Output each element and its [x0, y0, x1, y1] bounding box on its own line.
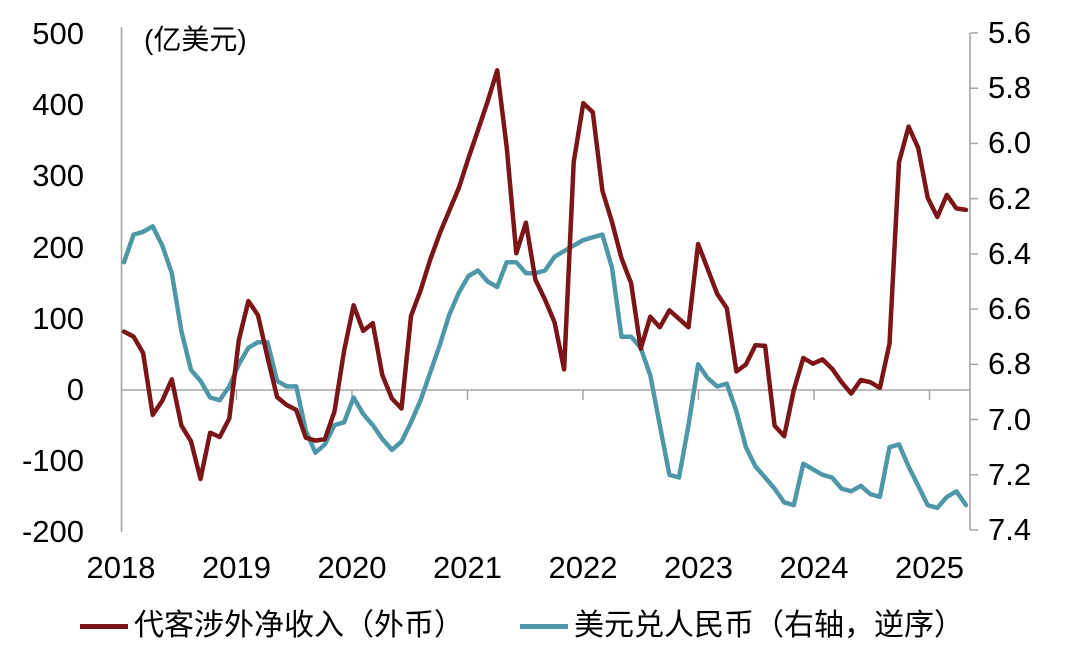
legend-label: 代客涉外净收入（外币） — [134, 609, 464, 642]
right-axis-tick-label: 6.4 — [988, 235, 1032, 271]
left-axis-tick-label: 400 — [32, 87, 84, 123]
legend: 代客涉外净收入（外币） 美元兑人民币（右轴，逆序） — [80, 607, 964, 645]
right-axis-tick-label: 5.6 — [988, 15, 1032, 50]
year-label: 2023 — [664, 550, 733, 585]
usdcny-legend-swatch — [520, 623, 568, 629]
year-label: 2020 — [317, 550, 387, 585]
right-axis-tick-label: 7.4 — [988, 512, 1032, 547]
right-axis-tick-label: 7.0 — [988, 401, 1032, 437]
left-axis-tick-label: 100 — [32, 300, 84, 336]
left-axis-unit-label: (亿美元) — [144, 24, 247, 55]
left-axis-tick-label: -200 — [21, 514, 84, 550]
right-axis-tick-label: 6.6 — [988, 291, 1032, 327]
year-label: 2025 — [895, 550, 964, 585]
year-label: 2018 — [86, 550, 156, 585]
right-axis-tick-label: 6.2 — [988, 180, 1032, 216]
year-label: 2024 — [779, 550, 849, 585]
usdcny-line — [121, 224, 969, 511]
net-receipts-legend-swatch — [80, 623, 128, 629]
left-axis-tick-label: 200 — [32, 229, 84, 265]
legend-item: 美元兑人民币（右轴，逆序） — [520, 607, 964, 645]
right-axis-tick-label: 6.0 — [988, 125, 1032, 161]
year-label: 2021 — [433, 550, 502, 585]
right-axis-tick-label: 7.2 — [988, 456, 1032, 492]
net-receipts-line — [121, 68, 969, 482]
left-axis-tick-label: -100 — [21, 443, 84, 479]
right-axis-tick-label: 5.8 — [988, 70, 1032, 106]
right-axis-tick-label: 6.8 — [988, 346, 1032, 382]
left-axis-tick-label: 500 — [32, 16, 84, 51]
legend-label: 美元兑人民币（右轴，逆序） — [574, 609, 964, 642]
year-label: 2019 — [202, 550, 271, 585]
left-axis-tick-label: 300 — [32, 158, 84, 194]
year-label: 2022 — [548, 550, 618, 585]
legend-item: 代客涉外净收入（外币） — [80, 607, 464, 645]
left-axis-tick-label: 0 — [66, 372, 84, 407]
